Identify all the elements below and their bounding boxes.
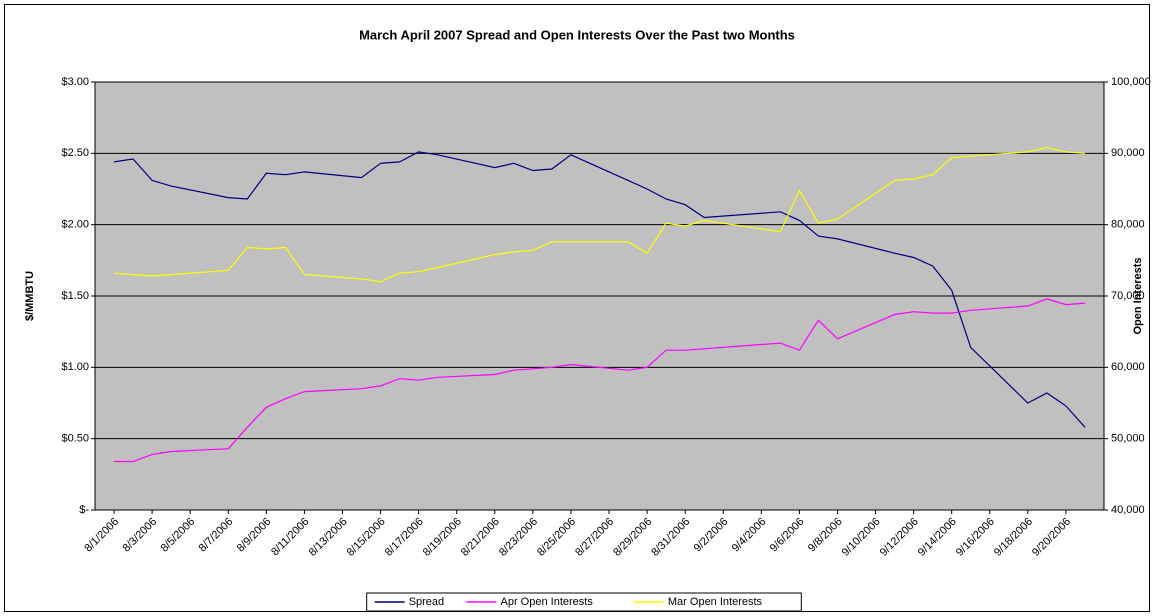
legend-label: Spread — [409, 596, 444, 608]
legend: Spread Apr Open Interests Mar Open Interes… — [366, 592, 802, 612]
y-tick-label: $1.50 — [61, 290, 89, 302]
y2-tick-label: 90,000 — [1111, 147, 1145, 159]
y-axis-title: $/MMBTU — [24, 271, 36, 321]
series-line — [113, 146, 1086, 283]
legend-label: Mar Open Interests — [668, 596, 763, 608]
y2-tick-label: 40,000 — [1111, 504, 1145, 516]
y-tick-label: $2.50 — [61, 147, 89, 159]
series-line — [114, 298, 1086, 463]
y-tick-label: $3.00 — [61, 76, 89, 88]
y2-axis-title: Open Interests — [1132, 257, 1144, 334]
y-tick-label: $1.00 — [61, 361, 89, 373]
plot-border — [94, 81, 1105, 511]
y2-tick-label: 50,000 — [1111, 433, 1145, 445]
legend-label: Apr Open Interests — [501, 596, 594, 608]
y2-tick-label: 60,000 — [1111, 361, 1145, 373]
chart-title: March April 2007 Spread and Open Interes… — [359, 27, 795, 42]
y2-tick-label: 70,000 — [1111, 290, 1145, 302]
y-tick-label: $- — [79, 504, 89, 516]
y2-tick-label: 80,000 — [1111, 219, 1145, 231]
y2-tick-label: 100,000 — [1111, 76, 1151, 88]
y-tick-label: $0.50 — [61, 433, 89, 445]
series-line — [113, 151, 1086, 428]
y-tick-label: $2.00 — [61, 219, 89, 231]
legend-box — [366, 592, 802, 612]
